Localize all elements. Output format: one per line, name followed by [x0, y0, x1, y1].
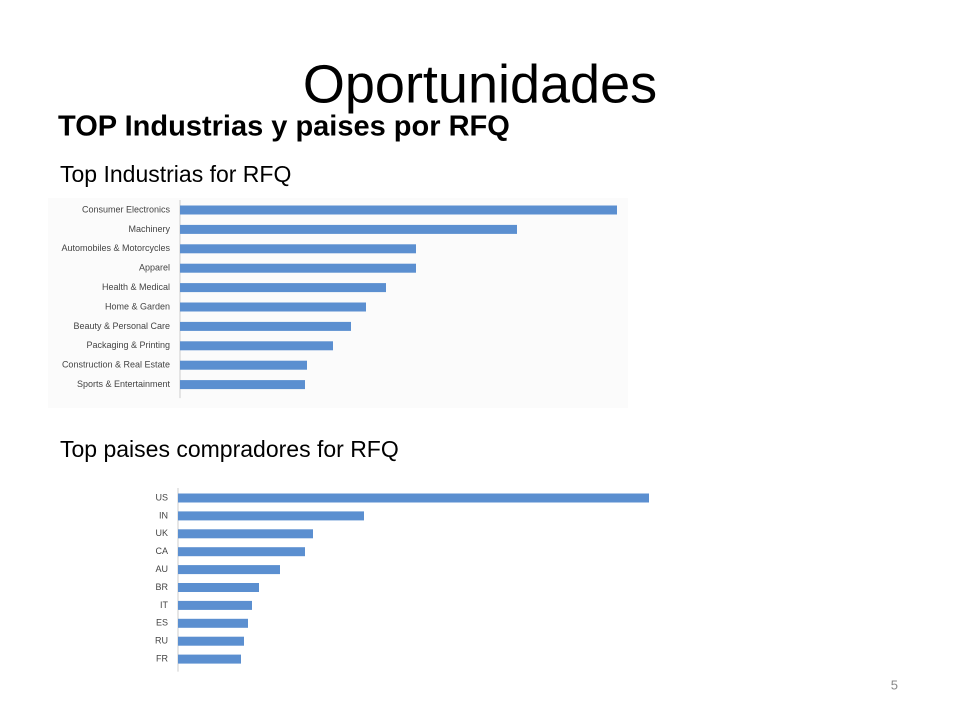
category-label: FR — [156, 653, 168, 663]
category-label: Beauty & Personal Care — [73, 321, 170, 331]
category-label: US — [155, 492, 168, 502]
bar — [180, 224, 517, 234]
bar — [178, 654, 241, 664]
page-number: 5 — [891, 677, 898, 692]
category-label: Health & Medical — [102, 282, 170, 292]
bar — [180, 380, 305, 390]
category-label: Automobiles & Motorcycles — [61, 243, 170, 253]
bar — [180, 341, 333, 351]
slide-subtitle: TOP Industrias y paises por RFQ — [58, 111, 510, 143]
category-label: Apparel — [139, 263, 170, 273]
category-label: RU — [155, 636, 168, 646]
category-label: Construction & Real Estate — [62, 360, 170, 370]
category-label: ES — [156, 618, 168, 628]
bar — [180, 205, 617, 215]
category-label: BR — [155, 582, 168, 592]
category-label: IN — [159, 510, 168, 520]
bar — [178, 600, 252, 610]
bar — [180, 360, 307, 370]
bar — [178, 547, 305, 557]
bar — [180, 244, 416, 254]
bar — [178, 565, 280, 575]
bar — [178, 583, 259, 592]
chart-title: Top paises compradores for RFQ — [60, 436, 399, 462]
bar — [178, 511, 364, 521]
category-label: Home & Garden — [105, 301, 170, 311]
bar — [178, 618, 248, 628]
category-label: AU — [155, 564, 168, 574]
slide-title: Oportunidades — [303, 54, 657, 114]
bar — [180, 263, 416, 273]
category-label: UK — [155, 528, 168, 538]
bar — [180, 302, 366, 312]
bar — [180, 283, 386, 293]
bar — [178, 636, 244, 646]
category-label: CA — [155, 546, 168, 556]
category-label: Machinery — [128, 224, 170, 234]
chart-title: Top Industrias for RFQ — [60, 161, 291, 187]
category-label: Packaging & Printing — [86, 340, 170, 350]
bar — [180, 321, 351, 331]
category-label: IT — [160, 600, 169, 610]
category-label: Consumer Electronics — [82, 204, 171, 214]
bar — [178, 529, 313, 539]
bar — [178, 493, 649, 503]
category-label: Sports & Entertainment — [77, 379, 171, 389]
